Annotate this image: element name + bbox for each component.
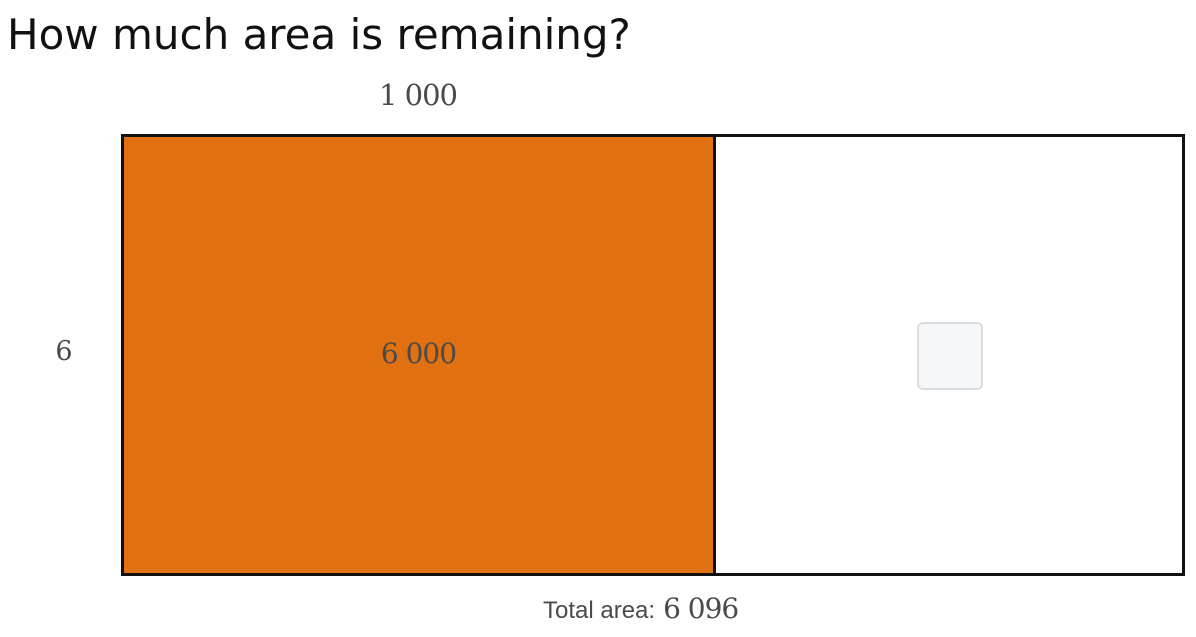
remaining-area-cell [716, 137, 1182, 573]
total-area-value: 6 096 [663, 592, 739, 625]
question-title: How much area is remaining? [7, 10, 631, 59]
total-area-label: Total area: [543, 597, 656, 624]
top-dimension-label: 1 000 [378, 78, 458, 112]
known-area-value: 6 000 [380, 337, 457, 370]
side-dimension-label: 6 [55, 336, 73, 367]
area-model: 6 000 [121, 134, 1185, 576]
remaining-area-input[interactable] [917, 322, 983, 390]
total-area-row: Total area: 6 096 [543, 592, 739, 625]
known-area-cell: 6 000 [124, 137, 716, 573]
